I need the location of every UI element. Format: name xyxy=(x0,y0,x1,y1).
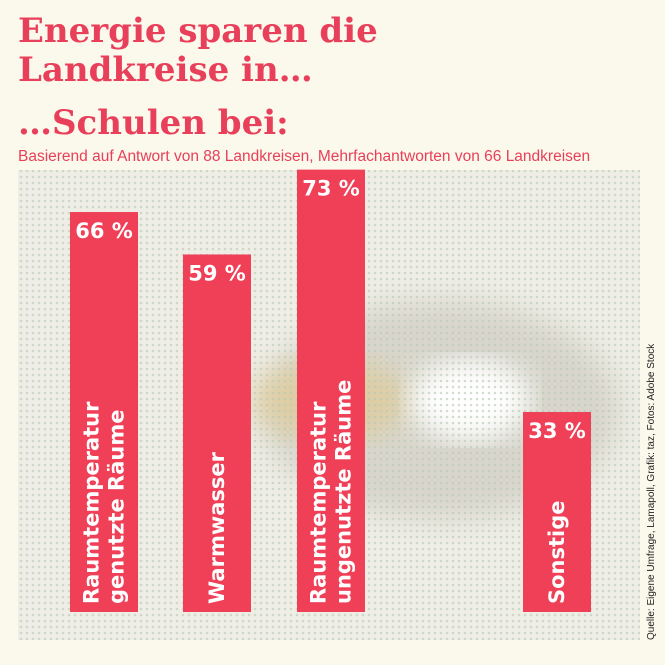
category-label: Raumtemperaturgenutzte Räume xyxy=(80,401,129,604)
bar xyxy=(523,412,591,612)
category-label: Sonstige xyxy=(545,500,569,604)
category-line: Raumtemperatur xyxy=(307,401,331,604)
value-label: 73 % xyxy=(302,177,360,201)
category-line: Sonstige xyxy=(545,500,569,604)
value-label: 33 % xyxy=(528,419,586,443)
category-label: Raumtemperaturungenutzte Räume xyxy=(307,380,356,604)
title-line: Landkreise in… xyxy=(18,50,313,90)
category-line: ungenutzte Räume xyxy=(332,380,356,604)
category-line: Warmwasser xyxy=(205,451,229,604)
bar xyxy=(297,169,365,612)
category-label: Warmwasser xyxy=(205,451,229,604)
source: Quelle: Eigene Umfrage, Lamapoll, Grafik… xyxy=(646,343,657,640)
bar xyxy=(70,212,138,613)
category-line: Raumtemperatur xyxy=(80,401,104,604)
category-line: genutzte Räume xyxy=(105,410,129,604)
subtitle: …Schulen bei: xyxy=(18,103,289,143)
bar xyxy=(183,254,251,612)
value-label: 59 % xyxy=(188,261,246,285)
value-label: 66 % xyxy=(75,219,133,243)
title-line: Energie sparen die xyxy=(18,11,378,51)
note: Basierend auf Antwort von 88 Landkreisen… xyxy=(18,148,590,165)
